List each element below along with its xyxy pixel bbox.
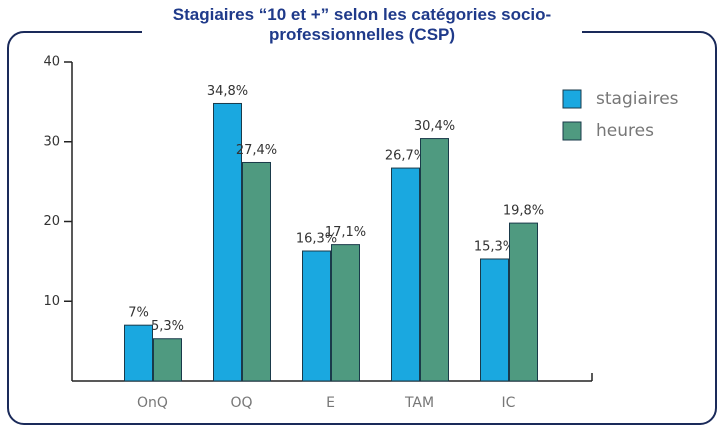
bar: [331, 244, 360, 382]
x-tick-label: OQ: [230, 395, 252, 411]
value-label: 7%: [128, 306, 149, 321]
bar: [153, 338, 182, 382]
bar: [242, 161, 271, 382]
y-tick-label: 20: [43, 214, 60, 229]
x-tick-label: IC: [502, 395, 516, 411]
bar: [124, 324, 153, 382]
bar: [213, 102, 242, 382]
value-label: 17,1%: [325, 225, 366, 240]
value-label: 34,8%: [207, 84, 248, 99]
chart-title: Stagiaires “10 et +” selon les catégorie…: [142, 5, 582, 45]
legend-label: heures: [596, 121, 654, 141]
legend-swatch: [562, 89, 582, 109]
value-label: 5,3%: [151, 319, 184, 334]
bar: [302, 250, 331, 382]
bar: [480, 258, 509, 382]
legend-swatch: [562, 121, 582, 141]
legend-label: stagiaires: [596, 89, 679, 109]
bar: [420, 138, 449, 382]
x-tick-label: OnQ: [137, 395, 168, 411]
value-label: 26,7%: [385, 149, 426, 164]
value-label: 30,4%: [414, 119, 455, 134]
x-tick-label: E: [326, 395, 335, 411]
y-tick-label: 10: [43, 294, 60, 309]
y-tick-label: 30: [43, 134, 60, 149]
value-label: 16,3%: [296, 232, 337, 247]
value-label: 15,3%: [474, 239, 515, 254]
bar: [509, 222, 538, 382]
y-tick-label: 40: [43, 55, 60, 70]
value-label: 19,8%: [503, 204, 544, 219]
bar: [391, 167, 420, 382]
value-label: 27,4%: [236, 143, 277, 158]
x-tick-label: TAM: [404, 395, 434, 411]
